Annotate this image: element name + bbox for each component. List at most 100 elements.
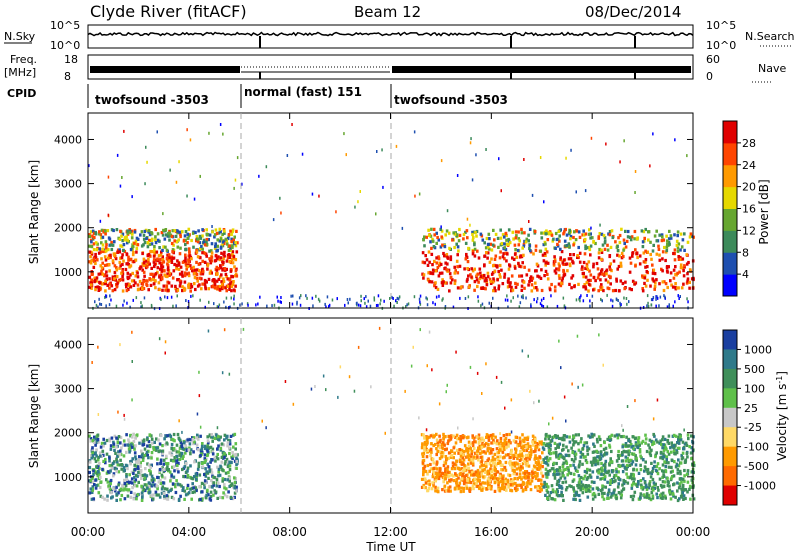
echo-cell	[631, 460, 635, 464]
echo-cell	[503, 441, 507, 445]
echo-cell	[174, 284, 177, 288]
echo-cell	[102, 442, 105, 446]
echo-cell	[427, 487, 431, 491]
echo-cell	[455, 481, 458, 485]
echo-cell	[516, 477, 519, 481]
echo-cell	[654, 438, 658, 442]
echo-cell	[206, 462, 209, 466]
echo-cell	[656, 496, 659, 500]
echo-cell	[518, 264, 521, 268]
echo-cell	[198, 241, 202, 245]
echo-cell	[123, 413, 125, 417]
echo-cell	[177, 470, 180, 474]
echo-cell	[564, 467, 567, 471]
echo-cell	[603, 462, 607, 466]
echo-cell	[143, 447, 147, 451]
echo-cell	[472, 235, 475, 239]
freq-tick-bottom: 8	[64, 70, 71, 83]
echo-cell	[650, 471, 653, 476]
echo-cell	[688, 487, 691, 491]
echo-cell	[451, 278, 454, 282]
echo-cell	[506, 279, 510, 283]
echo-cell	[462, 237, 465, 241]
echo-cell	[122, 248, 125, 252]
echo-cell	[481, 475, 485, 479]
echo-cell	[629, 238, 633, 242]
echo-cell	[455, 448, 459, 452]
echo-cell	[608, 445, 612, 449]
echo-cell	[470, 449, 474, 453]
echo-cell	[477, 440, 481, 445]
echo-cell	[520, 227, 523, 231]
echo-cell	[88, 460, 92, 464]
echo-cell	[473, 280, 477, 284]
echo-cell	[644, 265, 647, 269]
echo-cell	[118, 237, 122, 241]
echo-cell	[216, 481, 220, 485]
echo-cell	[234, 258, 238, 262]
echo-cell	[582, 275, 585, 279]
echo-cell	[643, 469, 646, 473]
echo-cell	[103, 273, 106, 277]
echo-cell	[469, 365, 472, 369]
echo-cell	[692, 461, 696, 465]
echo-cell	[498, 489, 502, 493]
echo-cell	[213, 489, 216, 493]
echo-cell	[462, 482, 466, 486]
echo-cell	[140, 449, 143, 453]
echo-cell	[634, 399, 636, 403]
echo-cell	[544, 443, 548, 447]
echo-cell	[143, 296, 146, 300]
echo-cell	[646, 278, 649, 282]
echo-cell	[615, 459, 619, 463]
echo-cell	[160, 491, 164, 495]
echo-cell	[212, 481, 215, 485]
echo-cell	[670, 283, 673, 287]
echo-cell	[536, 474, 539, 478]
echo-cell	[489, 279, 493, 284]
echo-cell	[346, 298, 349, 301]
echo-cell	[434, 485, 437, 489]
echo-cell	[659, 439, 662, 443]
echo-cell	[113, 270, 117, 275]
echo-cell	[488, 301, 490, 305]
echo-cell	[154, 235, 157, 239]
echo-cell	[133, 492, 136, 496]
echo-cell	[541, 446, 545, 450]
colorbar-tick-label: 8	[742, 246, 749, 259]
echo-cell	[472, 482, 476, 486]
echo-cell	[91, 451, 94, 455]
echo-cell	[158, 442, 162, 446]
echo-cell	[420, 477, 424, 481]
echo-cell	[462, 232, 466, 237]
echo-cell	[233, 484, 236, 488]
echo-cell	[589, 460, 593, 464]
echo-cell	[136, 288, 140, 292]
echo-cell	[114, 274, 117, 278]
echo-cell	[231, 497, 235, 501]
echo-cell	[600, 469, 604, 473]
echo-cell	[226, 242, 229, 246]
echo-cell	[671, 490, 674, 494]
echo-cell	[539, 276, 543, 280]
ytick-label: 4000	[54, 133, 82, 146]
echo-cell	[665, 265, 669, 269]
echo-cell	[231, 261, 235, 265]
echo-cell	[136, 237, 140, 241]
echo-cell	[171, 229, 175, 233]
echo-cell	[433, 284, 436, 288]
echo-cell	[656, 440, 659, 444]
echo-cell	[686, 154, 688, 158]
echo-cell	[568, 228, 572, 233]
echo-cell	[509, 451, 513, 455]
echo-cell	[602, 463, 605, 467]
echo-cell	[98, 247, 101, 251]
echo-cell	[630, 445, 633, 449]
echo-cell	[637, 482, 640, 486]
echo-cell	[335, 210, 337, 214]
echo-cell	[429, 434, 433, 438]
echo-cell	[448, 470, 451, 474]
echo-cell	[561, 276, 564, 280]
echo-cell	[603, 465, 607, 470]
echo-cell	[655, 464, 659, 469]
